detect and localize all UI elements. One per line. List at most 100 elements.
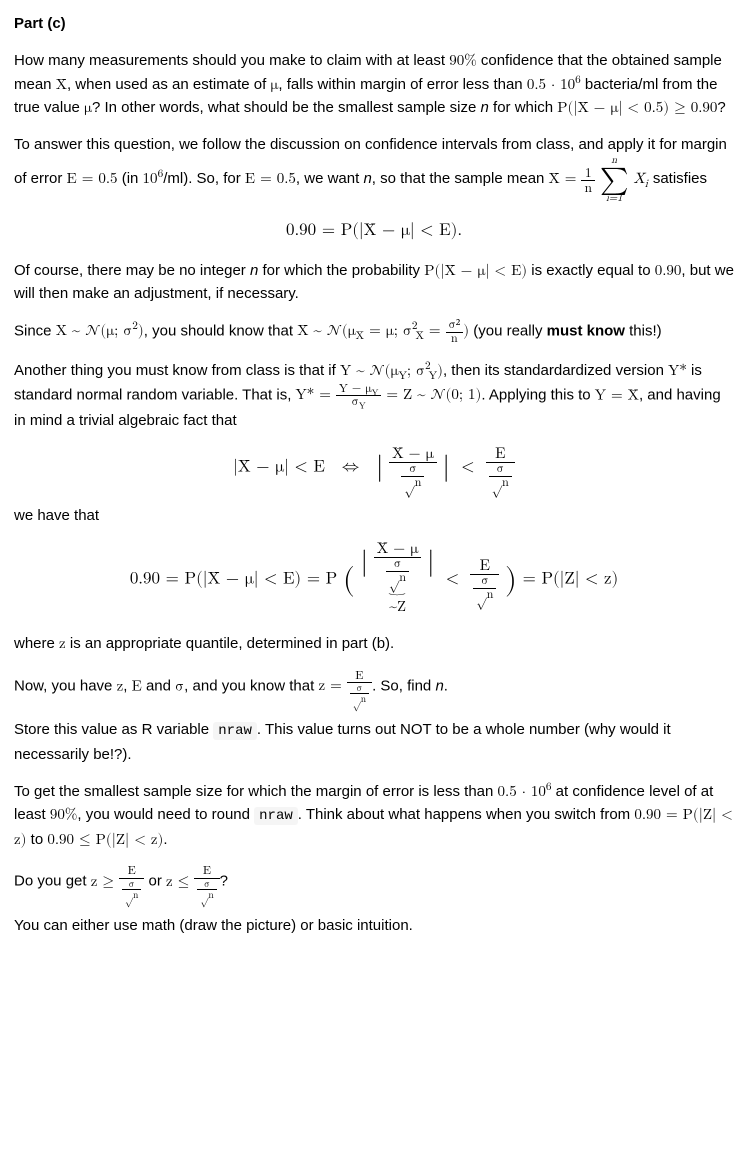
math-n: n [363, 170, 371, 187]
text: . [444, 677, 448, 694]
den: n [581, 181, 595, 195]
sigma-icon: ∑ [600, 167, 629, 194]
num: σ [122, 879, 141, 890]
frac: Eσ√n [347, 670, 372, 705]
math-n: n [435, 677, 443, 694]
abs-bar: | [360, 549, 368, 576]
frac: Y − μYσY [336, 383, 381, 409]
text: for which the probability [258, 262, 424, 279]
text: Of course, there may be no integer [14, 262, 250, 279]
sub: Y [429, 371, 437, 382]
math-zscore: Y* = Y − μYσY = Z ~ 𝒩(0; 1) [296, 387, 482, 402]
text: , and you know that [184, 677, 318, 694]
text: where [14, 635, 59, 652]
den: √n [122, 890, 141, 900]
frac: E σ√n [486, 446, 515, 490]
text: Do you get [14, 873, 91, 890]
underbrace: | X̄ − μ σ√n | ⏟ ~Z [360, 541, 434, 618]
num: 0.5 · 10 [527, 77, 575, 92]
paragraph-standardize: Another thing you must know from class i… [14, 359, 734, 432]
sub: X̄ [415, 331, 423, 342]
nested-frac: σ√n [401, 463, 424, 490]
num: σ² [446, 319, 464, 333]
math: E [132, 678, 142, 693]
frac: E σ√n [470, 558, 499, 602]
nested-frac: σ√n [386, 558, 409, 585]
sum-bot: i=1 [600, 194, 629, 205]
paragraph-inequality: Do you get z ≥ Eσ√n or z ≤ Eσ√n? [14, 865, 734, 900]
num: X̄ − μ [389, 446, 437, 463]
num: σ [350, 683, 369, 694]
frac: 1n [581, 166, 595, 195]
text: , falls within margin of error less than [278, 76, 526, 93]
math-sample-mean: X̄ = 1n n∑i=1 Xi [549, 171, 653, 186]
den: σ√n [119, 879, 144, 900]
part: = [424, 323, 446, 338]
code-nraw: nraw [254, 807, 298, 825]
sub: Y [359, 402, 366, 411]
math: Y ~ 𝒩(μY; σ2Y) [340, 363, 443, 378]
part: = μ; σ [364, 323, 412, 338]
text: for which [489, 99, 557, 116]
num: E [486, 446, 515, 463]
part: X̄ ~ 𝒩(μ [297, 323, 355, 338]
den: σ√n [374, 558, 422, 585]
text: . [163, 831, 167, 848]
paragraph-final: You can either use math (draw the pictur… [14, 914, 734, 937]
text: Since [14, 322, 56, 339]
num: 1 [581, 166, 595, 181]
math: 90% [449, 53, 477, 68]
part-heading: Part (c) [14, 12, 734, 35]
den: σ√n [347, 683, 372, 704]
num: E [470, 558, 499, 575]
paragraph-question: How many measurements should you make to… [14, 49, 734, 119]
math: 0.5 · 106 [498, 784, 552, 799]
paragraph-adjust: Of course, there may be no integer n for… [14, 259, 734, 306]
text: . So, find [372, 677, 435, 694]
text: this!) [625, 322, 662, 339]
abs-bar: | [376, 454, 384, 481]
math: Y* [668, 363, 687, 378]
text: , then its standardardized version [443, 362, 668, 379]
math: 0.5 · 106 [527, 77, 581, 92]
display-eq2: |X̄ − μ| < E ⇔ | X̄ − μ σ√n | < E σ√n [14, 446, 734, 490]
math: 90% [50, 807, 78, 822]
brace-icon: ⏟ [316, 587, 479, 593]
part: Y ~ 𝒩(μ [340, 363, 398, 378]
text: To get the smallest sample size for whic… [14, 783, 498, 800]
paragraph-round: To get the smallest sample size for whic… [14, 780, 734, 851]
part: Y* = [296, 387, 336, 402]
num: X̄ − μ [374, 541, 422, 558]
math-xbar: X̄ [56, 77, 67, 92]
num: σ [386, 558, 409, 572]
num: σ [489, 463, 512, 477]
text: ? In other words, what should be the sma… [92, 99, 481, 116]
part: ; σ [407, 363, 425, 378]
part: X ~ 𝒩(μ; σ [56, 323, 133, 338]
math-n: n [481, 99, 489, 116]
frac: Eσ√n [119, 865, 144, 900]
ub-body: | X̄ − μ σ√n | [360, 541, 434, 585]
part: z ≤ [166, 874, 194, 889]
xi: X [633, 171, 644, 186]
text: (in [118, 170, 143, 187]
den: √n [386, 572, 409, 585]
lhs: |X̄ − μ| < E [233, 459, 325, 476]
num: E [119, 865, 144, 879]
part: z ≥ [91, 874, 119, 889]
text: (you really [469, 322, 547, 339]
text: , we want [296, 170, 364, 187]
nested-frac: σ√n [489, 463, 512, 490]
sum: n∑i=1 [600, 156, 629, 204]
num: 0.5 · 10 [498, 784, 546, 799]
text: and [142, 677, 175, 694]
text: ? [220, 873, 228, 890]
paragraph-dist: Since X ~ 𝒩(μ; σ2), you should know that… [14, 319, 734, 345]
math: z = Eσ√n [318, 678, 372, 693]
den: n [446, 333, 464, 346]
text: . Think about what happens when you swit… [298, 806, 635, 823]
paragraph-solve: Now, you have z, E and σ, and you know t… [14, 670, 734, 705]
den: σ√n [486, 463, 515, 490]
rhs: = P(|Z| < z) [523, 570, 619, 587]
num: σ [197, 879, 216, 890]
